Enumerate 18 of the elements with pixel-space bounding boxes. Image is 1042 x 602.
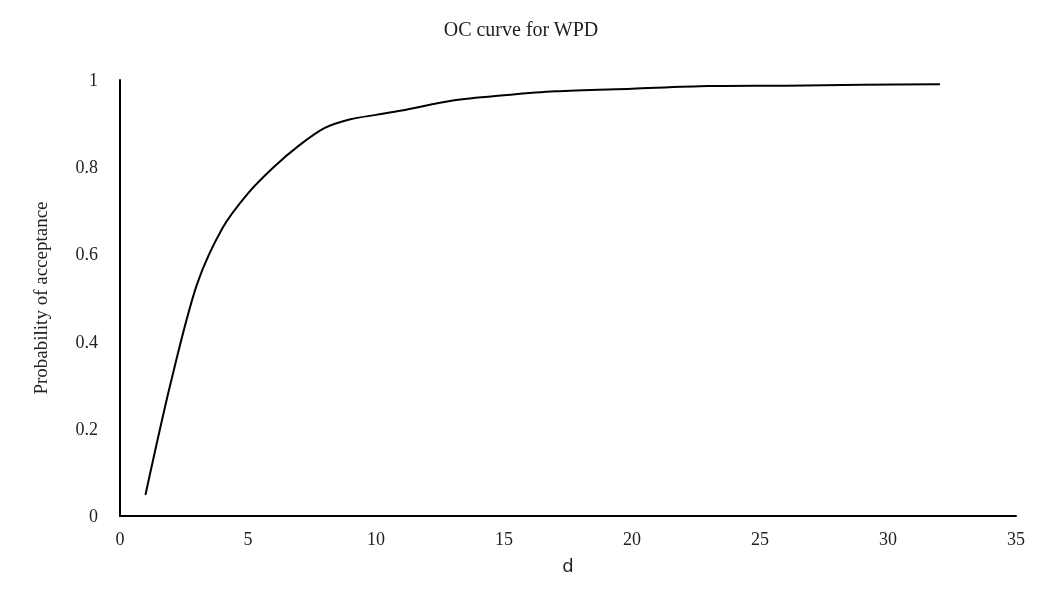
x-tick-label: 0 xyxy=(115,529,125,549)
x-axis-title: d xyxy=(562,554,574,576)
y-tick-label: 0.8 xyxy=(75,157,98,178)
chart-title: OC curve for WPD xyxy=(443,18,599,40)
y-tick-label: 0.2 xyxy=(75,418,98,439)
x-tick-label: 20 xyxy=(623,529,641,549)
y-tick-label: 0.4 xyxy=(75,331,98,352)
y-tick-label: 1 xyxy=(89,70,98,90)
x-tick-label: 5 xyxy=(243,529,253,549)
x-tick-label: 35 xyxy=(1007,529,1025,549)
x-tick-label: 30 xyxy=(879,529,897,549)
y-tick-label: 0.6 xyxy=(75,244,98,265)
x-tick-label: 15 xyxy=(495,529,513,549)
x-tick-label: 10 xyxy=(367,529,385,549)
y-axis-title: Probability of acceptance xyxy=(30,201,51,395)
y-tick-label: 0 xyxy=(89,506,98,526)
line-series xyxy=(144,83,941,496)
x-tick-label: 25 xyxy=(751,529,769,549)
